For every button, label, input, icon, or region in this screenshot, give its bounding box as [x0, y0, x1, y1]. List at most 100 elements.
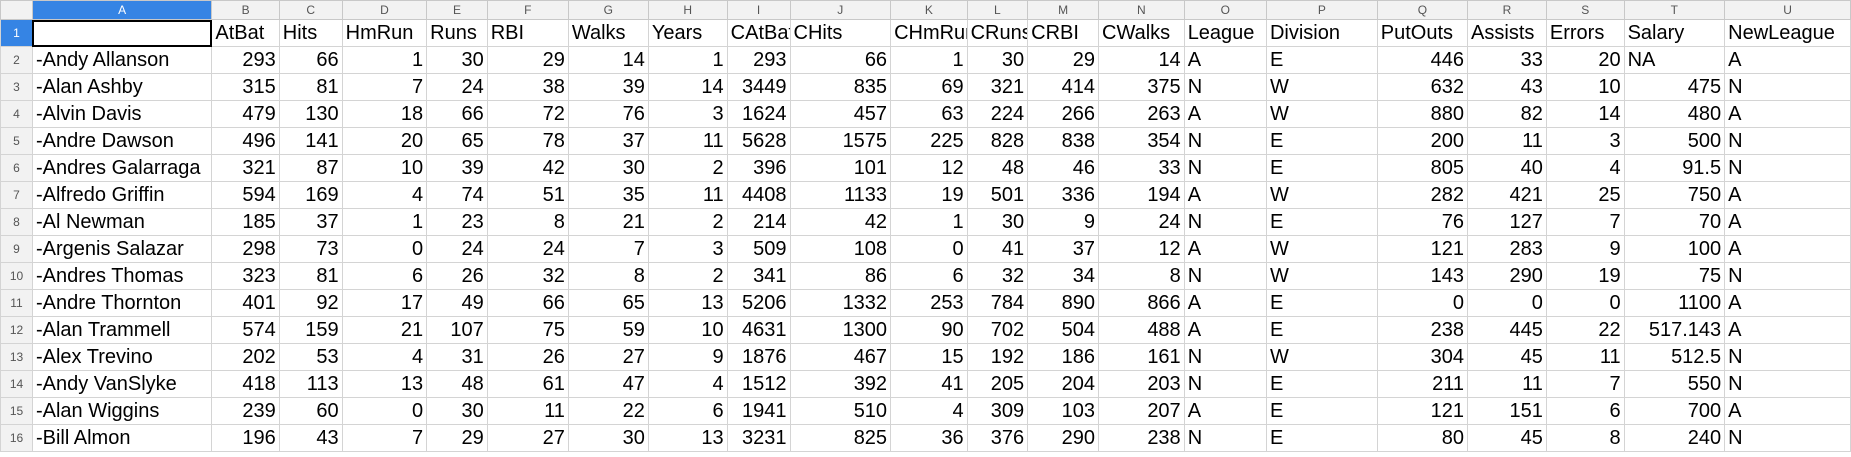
data-cell[interactable]: E [1265, 154, 1378, 182]
column-header-m[interactable]: M [1027, 0, 1099, 20]
data-cell[interactable]: 185 [211, 208, 280, 236]
column-label-cell[interactable]: Years [647, 19, 728, 47]
data-cell[interactable]: A [1183, 46, 1267, 74]
data-cell[interactable]: 298 [211, 235, 280, 263]
data-cell[interactable]: 113 [278, 370, 343, 398]
data-cell[interactable]: 11 [647, 127, 728, 155]
data-cell[interactable]: W [1265, 343, 1378, 371]
data-cell[interactable]: W [1265, 73, 1378, 101]
data-cell[interactable]: 805 [1376, 154, 1469, 182]
data-cell[interactable]: E [1265, 316, 1378, 344]
data-cell[interactable]: 23 [426, 208, 488, 236]
data-cell[interactable]: 32 [966, 262, 1029, 290]
data-cell[interactable]: 24 [486, 235, 569, 263]
data-cell[interactable]: 1624 [726, 100, 791, 128]
data-cell[interactable]: 29 [426, 424, 488, 452]
data-cell[interactable]: 107 [426, 316, 488, 344]
data-cell[interactable]: 501 [966, 181, 1029, 209]
data-cell[interactable]: E [1265, 208, 1378, 236]
data-cell[interactable]: 3 [1545, 127, 1625, 155]
data-cell[interactable]: A [1724, 397, 1851, 425]
data-cell[interactable]: 266 [1027, 100, 1099, 128]
data-cell[interactable]: 6 [341, 262, 428, 290]
column-header-l[interactable]: L [966, 0, 1029, 20]
data-cell[interactable]: 5628 [726, 127, 791, 155]
data-cell[interactable]: 445 [1467, 316, 1547, 344]
data-cell[interactable]: 211 [1376, 370, 1469, 398]
data-cell[interactable]: 7 [1545, 208, 1625, 236]
data-cell[interactable]: 20 [341, 127, 428, 155]
data-cell[interactable]: A [1724, 100, 1851, 128]
data-cell[interactable]: 496 [211, 127, 280, 155]
data-cell[interactable]: N [1183, 343, 1267, 371]
data-cell[interactable]: N [1183, 424, 1267, 452]
column-label-cell[interactable]: RBI [486, 19, 569, 47]
data-cell[interactable]: W [1265, 235, 1378, 263]
column-header-n[interactable]: N [1098, 0, 1185, 20]
data-cell[interactable]: 194 [1098, 181, 1185, 209]
data-cell[interactable]: 3449 [726, 73, 791, 101]
data-cell[interactable]: 4 [341, 343, 428, 371]
data-cell[interactable]: 37 [1027, 235, 1099, 263]
data-cell[interactable]: 5206 [726, 289, 791, 317]
data-cell[interactable]: 80 [1376, 424, 1469, 452]
data-cell[interactable]: 263 [1098, 100, 1185, 128]
data-cell[interactable]: 30 [966, 208, 1029, 236]
data-cell[interactable]: 8 [486, 208, 569, 236]
data-cell[interactable]: 3 [647, 235, 728, 263]
player-name-cell[interactable]: -Andy Allanson [31, 46, 213, 74]
data-cell[interactable]: 41 [966, 235, 1029, 263]
data-cell[interactable]: 121 [1376, 397, 1469, 425]
data-cell[interactable]: 0 [1376, 289, 1469, 317]
data-cell[interactable]: 9 [1545, 235, 1625, 263]
column-header-p[interactable]: P [1265, 0, 1378, 20]
data-cell[interactable]: 418 [211, 370, 280, 398]
data-cell[interactable]: 203 [1098, 370, 1185, 398]
row-header-2[interactable]: 2 [0, 46, 33, 74]
data-cell[interactable]: N [1724, 370, 1851, 398]
column-label-cell[interactable]: CWalks [1098, 19, 1185, 47]
column-label-cell[interactable]: Runs [426, 19, 488, 47]
data-cell[interactable]: 48 [966, 154, 1029, 182]
data-cell[interactable]: 92 [278, 289, 343, 317]
data-cell[interactable]: 6 [1545, 397, 1625, 425]
column-header-k[interactable]: K [890, 0, 968, 20]
data-cell[interactable]: 12 [890, 154, 968, 182]
data-cell[interactable]: 19 [1545, 262, 1625, 290]
player-name-cell[interactable]: -Al Newman [31, 208, 213, 236]
column-label-cell[interactable]: PutOuts [1376, 19, 1469, 47]
data-cell[interactable]: 24 [426, 73, 488, 101]
data-cell[interactable]: 321 [211, 154, 280, 182]
data-cell[interactable]: 18 [341, 100, 428, 128]
data-cell[interactable]: 510 [789, 397, 892, 425]
player-name-cell[interactable]: -Argenis Salazar [31, 235, 213, 263]
data-cell[interactable]: A [1724, 235, 1851, 263]
column-header-q[interactable]: Q [1376, 0, 1469, 20]
data-cell[interactable]: 1 [341, 46, 428, 74]
data-cell[interactable]: 72 [486, 100, 569, 128]
row-header-7[interactable]: 7 [0, 181, 33, 209]
data-cell[interactable]: 488 [1098, 316, 1185, 344]
player-name-cell[interactable]: -Alan Ashby [31, 73, 213, 101]
data-cell[interactable]: 396 [726, 154, 791, 182]
select-all-corner[interactable] [0, 0, 33, 20]
data-cell[interactable]: E [1265, 46, 1378, 74]
data-cell[interactable]: 27 [486, 424, 569, 452]
column-header-d[interactable]: D [341, 0, 428, 20]
data-cell[interactable]: A [1183, 316, 1267, 344]
player-name-cell[interactable]: -Alan Trammell [31, 316, 213, 344]
data-cell[interactable]: 341 [726, 262, 791, 290]
data-cell[interactable]: 26 [486, 343, 569, 371]
data-cell[interactable]: 517.143 [1623, 316, 1726, 344]
player-name-cell[interactable]: -Alvin Davis [31, 100, 213, 128]
data-cell[interactable]: N [1183, 127, 1267, 155]
data-cell[interactable]: 48 [426, 370, 488, 398]
data-cell[interactable]: 479 [211, 100, 280, 128]
column-header-r[interactable]: R [1467, 0, 1547, 20]
data-cell[interactable]: W [1265, 181, 1378, 209]
data-cell[interactable]: 0 [1545, 289, 1625, 317]
data-cell[interactable]: N [1724, 262, 1851, 290]
data-cell[interactable]: 66 [426, 100, 488, 128]
data-cell[interactable]: 890 [1027, 289, 1099, 317]
